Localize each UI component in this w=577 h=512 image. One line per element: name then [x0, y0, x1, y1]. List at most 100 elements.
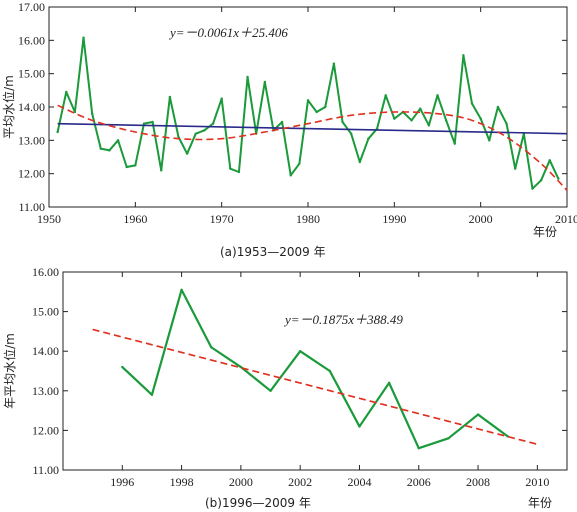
data-point [220, 97, 223, 100]
data-point [108, 149, 111, 152]
data-point [444, 119, 448, 122]
y-tick-label: 16.00 [18, 33, 45, 47]
data-point [341, 120, 344, 124]
data-point [514, 167, 517, 170]
x-tick-label: 1950 [37, 212, 61, 226]
data-point [90, 112, 94, 115]
data-point [306, 99, 310, 102]
data-point [269, 389, 272, 392]
series-line-observed [121, 288, 509, 450]
data-point [142, 122, 146, 125]
data-point [453, 142, 456, 145]
data-point [427, 124, 431, 127]
data-point [280, 120, 284, 124]
x-tick-label: 2006 [407, 475, 431, 489]
data-point [160, 169, 163, 172]
y-tick-label: 12.00 [18, 167, 45, 181]
x-tick-label: 1980 [296, 212, 320, 226]
data-point [99, 147, 103, 150]
regression-equation: y=－0.0061x＋25.406 [168, 25, 288, 40]
x-tick-label: 1970 [210, 212, 234, 226]
data-point [239, 365, 243, 369]
data-point [125, 165, 128, 169]
data-point [384, 94, 387, 97]
y-axis-label: 年平均水位/m [2, 333, 17, 409]
data-point [447, 437, 450, 440]
y-tick-label: 13.00 [18, 133, 45, 147]
data-point [505, 122, 508, 125]
data-point [387, 381, 391, 385]
x-tick-label: 2010 [555, 212, 577, 226]
data-point [168, 95, 172, 99]
data-point [116, 139, 120, 142]
y-tick-label: 16.00 [32, 265, 59, 279]
y-axis-label: 平均水位/m [1, 75, 16, 139]
data-point [185, 152, 189, 155]
x-tick-label: 1960 [123, 212, 147, 226]
data-point [246, 75, 249, 79]
data-point [358, 160, 361, 164]
data-point [479, 117, 482, 120]
data-point [56, 130, 59, 134]
x-tick-label: 2000 [229, 475, 253, 489]
data-point [324, 105, 327, 109]
x-tick-label: 1998 [170, 475, 194, 489]
data-point [410, 119, 413, 122]
data-point [393, 117, 396, 120]
data-point [419, 107, 422, 110]
data-point [177, 135, 180, 139]
y-tick-label: 14.00 [32, 344, 59, 358]
data-point [121, 365, 124, 369]
data-point [328, 369, 332, 373]
chart-caption: (b)1996—2009 年 [205, 496, 311, 510]
data-point [237, 170, 241, 174]
chart-panel-b: 11.00 12.00 13.00 14.00 15.00 16.00 1996 1998 20… [2, 265, 568, 510]
data-point [211, 122, 215, 125]
data-point [462, 54, 465, 57]
data-point [496, 105, 500, 109]
data-point [180, 288, 183, 292]
chart-panel-a: 11.00 12.00 13.00 14.00 15.00 16.00 17.00 1950 1… [1, 0, 577, 259]
series-line-observed [56, 36, 560, 190]
x-tick-label: 2010 [525, 475, 549, 489]
plot-frame [62, 271, 568, 471]
data-point [298, 162, 301, 165]
data-point [557, 177, 560, 180]
data-point [367, 137, 370, 140]
series-line-linear-trend [92, 328, 538, 446]
x-tick-label: 2004 [347, 475, 371, 489]
regression-equation: y=－0.1875x＋388.49 [283, 312, 403, 327]
data-point [349, 132, 353, 135]
series-line-linear-trend [57, 122, 568, 135]
y-tick-label: 13.00 [32, 384, 59, 398]
data-point [289, 174, 292, 177]
y-tick-label: 11.00 [18, 200, 45, 214]
data-point [358, 425, 361, 428]
data-point [539, 179, 543, 182]
data-point [65, 90, 68, 94]
x-axis-label: 年份 [528, 496, 552, 510]
y-tick-label: 14.00 [18, 100, 45, 114]
data-point [298, 350, 302, 353]
y-tick-label: 15.00 [18, 67, 45, 81]
x-tick-label: 2008 [466, 475, 490, 489]
data-point [150, 393, 154, 396]
data-point [194, 132, 197, 135]
data-point [210, 346, 213, 349]
data-point [151, 120, 154, 124]
y-tick-label: 15.00 [32, 305, 59, 319]
data-point [548, 159, 551, 162]
data-point [229, 167, 232, 170]
data-point [470, 102, 474, 105]
x-axis-label: 年份 [533, 225, 557, 239]
chart-caption: (a)1953—2009 年 [220, 245, 326, 259]
x-tick-label: 2000 [469, 212, 493, 226]
data-point [203, 129, 206, 132]
data-point [263, 80, 267, 84]
data-point [417, 447, 420, 450]
data-point [488, 139, 491, 142]
y-tick-label: 12.00 [32, 423, 59, 437]
data-point [315, 110, 318, 114]
x-tick-label: 1996 [110, 475, 134, 489]
series-line-polynomial-trend [57, 104, 568, 191]
